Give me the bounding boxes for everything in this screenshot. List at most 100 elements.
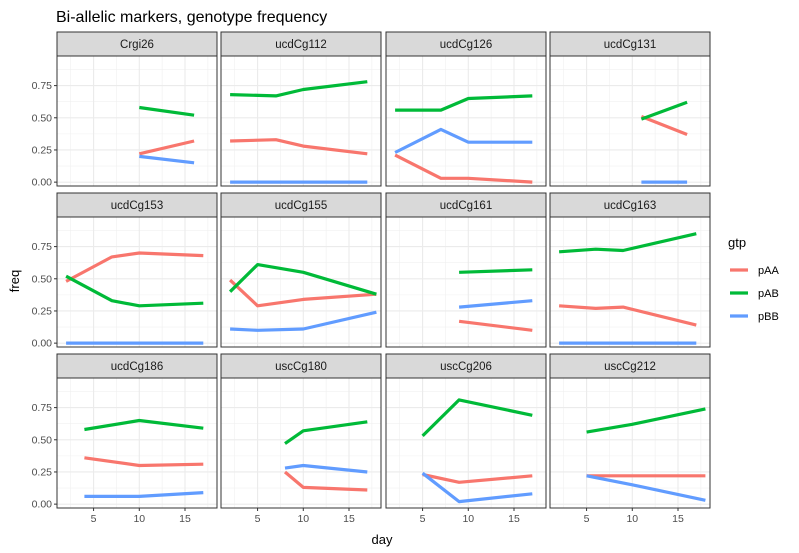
plot-background <box>550 378 710 508</box>
facet-strip <box>220 192 382 218</box>
series-line-pab <box>395 94 533 112</box>
panel-border <box>549 55 711 187</box>
y-tick-label: 0.00 <box>32 499 53 511</box>
series-line-paa <box>558 304 697 327</box>
facet-strip-label: uscCg206 <box>440 361 492 373</box>
panel-border <box>549 216 711 348</box>
plot-background <box>550 56 710 186</box>
facet-strip <box>385 192 547 218</box>
plot-background <box>221 56 381 186</box>
x-tick-label: 5 <box>584 513 590 525</box>
series-line-paa <box>458 319 533 332</box>
facet-strip-label: Crgi26 <box>120 39 154 51</box>
plot-background <box>57 56 217 186</box>
x-tick-label: 15 <box>508 513 520 525</box>
legend-title: gtp <box>728 235 746 250</box>
series-line-paa <box>138 139 195 156</box>
facet-panel: ucdCg126 <box>385 31 547 187</box>
x-tick-label: 15 <box>343 513 355 525</box>
facet-panel: uscCg212 5 10 15 <box>549 353 711 525</box>
series-line-pbb <box>139 154 195 165</box>
series-line-paa <box>394 153 533 184</box>
panel-border <box>56 377 218 509</box>
plot-background <box>57 217 217 347</box>
facet-strip-label: ucdCg126 <box>440 39 492 51</box>
y-tick-label: 0.75 <box>32 241 53 253</box>
y-tick-label: 0.25 <box>32 305 53 317</box>
series-line-pab <box>230 80 368 98</box>
series-line-pbb <box>421 471 533 504</box>
facet-strip-label: ucdCg153 <box>111 200 163 212</box>
facet-strip <box>220 31 382 57</box>
legend: gtp pAA pAB pBB <box>728 235 779 327</box>
panel-border <box>385 377 547 509</box>
series-line-pbb <box>586 474 706 502</box>
y-tick-label: 0.50 <box>32 273 53 285</box>
panel-border <box>385 216 547 348</box>
panel-border <box>220 216 382 348</box>
facet-strip-label: ucdCg163 <box>604 200 656 212</box>
series-line-paa <box>230 138 368 156</box>
x-tick-label: 5 <box>91 513 97 525</box>
facet-panel: Crgi26 0.00 0.25 0.50 0.75 <box>32 31 218 189</box>
series-line-pab <box>586 407 706 434</box>
facet-panel: ucdCg155 <box>220 192 382 348</box>
facet-strip-label: ucdCg155 <box>275 200 327 212</box>
facet-panel: uscCg180 5 10 15 <box>220 353 382 525</box>
y-tick-label: 0.75 <box>32 80 53 92</box>
panel-border <box>220 55 382 187</box>
x-tick-label: 15 <box>179 513 191 525</box>
x-tick-label: 10 <box>133 513 145 525</box>
panel-border <box>220 377 382 509</box>
x-tick-label: 10 <box>626 513 638 525</box>
x-axis-title: day <box>372 532 393 547</box>
facet-strip <box>56 353 218 379</box>
y-tick-label: 0.50 <box>32 112 53 124</box>
plot-background <box>386 378 546 508</box>
series-line-pab <box>421 398 533 438</box>
panel-border <box>549 377 711 509</box>
y-axis-title: freq <box>7 270 22 292</box>
plot-background <box>550 217 710 347</box>
series-line-pbb <box>284 463 368 474</box>
plot-background <box>57 378 217 508</box>
series-line-paa <box>640 115 688 136</box>
facet-panel: uscCg206 5 10 15 <box>385 353 547 525</box>
series-line-pab <box>558 232 697 254</box>
series-line-paa <box>65 251 204 283</box>
y-tick-label: 0.00 <box>32 177 53 189</box>
x-tick-label: 10 <box>297 513 309 525</box>
series-line-pab <box>139 105 195 117</box>
facet-panel: ucdCg131 <box>549 31 711 187</box>
facet-strip <box>549 353 711 379</box>
y-tick-label: 0.50 <box>32 434 53 446</box>
facet-strip-label: uscCg212 <box>604 361 656 373</box>
plot-background <box>386 217 546 347</box>
facet-strip-label: ucdCg186 <box>111 361 163 373</box>
panel-border <box>385 55 547 187</box>
facet-panel: ucdCg186 0.00 0.25 0.50 0.75 5 10 15 <box>32 353 218 525</box>
series-line-paa <box>283 470 368 492</box>
facet-panel: ucdCg153 0.00 0.25 0.50 0.75 <box>32 192 218 350</box>
legend-label: pBB <box>758 311 779 323</box>
y-tick-label: 0.25 <box>32 144 53 156</box>
y-tick-label: 0.75 <box>32 402 53 414</box>
facet-strip-label: ucdCg131 <box>604 39 656 51</box>
chart-title: Bi-allelic markers, genotype frequency <box>56 9 327 26</box>
x-tick-label: 15 <box>672 513 684 525</box>
facet-strip <box>549 192 711 218</box>
series-line-paa <box>229 278 377 308</box>
facet-strip-label: ucdCg161 <box>440 200 492 212</box>
series-line-paa <box>422 472 533 484</box>
series-line-pbb <box>394 127 533 154</box>
x-tick-label: 5 <box>255 513 261 525</box>
plot-background <box>221 217 381 347</box>
facet-panels: Crgi26 0.00 0.25 0.50 0.75 ucdCg112 ucdCg126 uc… <box>32 31 711 525</box>
y-tick-label: 0.00 <box>32 338 53 350</box>
series-line-pab <box>65 274 204 308</box>
legend-label: pAB <box>758 288 779 300</box>
facet-panel: ucdCg112 <box>220 31 382 187</box>
series-line-pab <box>640 100 688 121</box>
facet-strip <box>56 31 218 57</box>
